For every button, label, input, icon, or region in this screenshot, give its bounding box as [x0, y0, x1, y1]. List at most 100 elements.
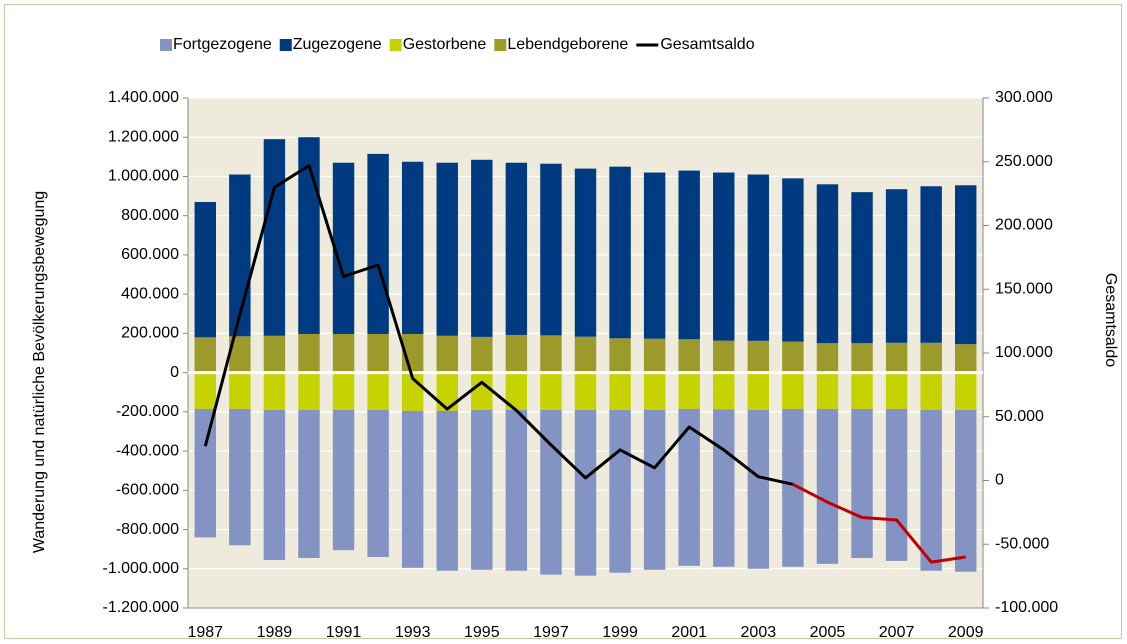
bar [678, 408, 700, 566]
bar [401, 410, 424, 568]
bar [609, 166, 631, 339]
bar [574, 168, 597, 337]
bar [678, 372, 700, 409]
y2-axis-label: Gesamtsaldo [1102, 273, 1119, 367]
bar [229, 372, 251, 409]
y2-tick-label: 250.000 [995, 153, 1053, 170]
bar [436, 162, 458, 336]
y-tick-label: -1.000.000 [102, 560, 179, 577]
bar [747, 409, 770, 569]
line [792, 482, 966, 564]
bar [574, 372, 597, 410]
bar [816, 184, 839, 344]
legend-label: Fortgezogene [173, 36, 272, 53]
bar [540, 163, 562, 336]
bar [782, 341, 804, 373]
bar [782, 178, 804, 342]
bar [643, 172, 666, 339]
bar [436, 335, 458, 373]
bar [782, 372, 804, 409]
bar [816, 372, 839, 409]
bar [713, 172, 735, 341]
bar [920, 372, 942, 410]
y-tick-label: 1.000.000 [108, 168, 179, 185]
bar [782, 408, 804, 567]
bar [298, 409, 320, 558]
x-tick-label: 1987 [187, 624, 223, 641]
bar [885, 408, 908, 561]
legend-swatch [389, 39, 402, 51]
legend-swatch [160, 39, 172, 51]
y-axis-label: Wanderung und natürliche Bevölkerungsbew… [31, 191, 48, 553]
y-tick-label: -600.000 [116, 482, 179, 499]
bar [332, 333, 355, 373]
bar [505, 162, 528, 335]
bar [471, 409, 493, 570]
y2-tick-label: 200.000 [995, 217, 1053, 234]
bar [505, 334, 528, 373]
bar [851, 408, 873, 558]
y-tick-label: 1.400.000 [108, 89, 179, 106]
bar [747, 372, 770, 410]
bar [920, 409, 942, 571]
bar [367, 153, 389, 334]
x-tick-label: 1993 [395, 624, 431, 641]
bar [367, 372, 389, 410]
y-tick-label: 200.000 [121, 325, 179, 342]
bar [609, 409, 631, 573]
bar [851, 192, 873, 344]
y2-tick-label: -50.000 [995, 535, 1049, 552]
y2-tick-label: 0 [995, 472, 1004, 489]
x-tick-label: 2005 [810, 624, 846, 641]
bar [643, 338, 666, 373]
bar [194, 372, 216, 409]
bar [678, 339, 700, 373]
bar [540, 409, 562, 575]
bar [332, 372, 355, 410]
bar [955, 344, 977, 373]
bar [194, 408, 216, 538]
bar [851, 343, 873, 373]
x-tick-label: 1989 [257, 624, 293, 641]
y-tick-label: -200.000 [116, 403, 179, 420]
bar [332, 162, 355, 334]
x-tick-label: 2003 [741, 624, 777, 641]
legend-label: Gesamtsaldo [660, 36, 754, 53]
y-tick-label: 800.000 [121, 207, 179, 224]
line [203, 164, 794, 486]
bar [367, 409, 389, 557]
y2-tick-label: 100.000 [995, 344, 1053, 361]
bar [263, 139, 286, 336]
bar [747, 174, 770, 341]
bar [367, 333, 389, 373]
legend-swatch [279, 39, 292, 51]
x-tick-label: 1997 [533, 624, 569, 641]
bar [263, 372, 286, 410]
bar [194, 337, 216, 373]
x-tick-label: 1995 [464, 624, 500, 641]
bar [436, 410, 458, 571]
bar [471, 159, 493, 337]
bar [678, 170, 700, 340]
legend-label: Gestorbene [403, 36, 487, 53]
bar [574, 409, 597, 576]
bar [505, 372, 528, 410]
bar [540, 335, 562, 373]
y-tick-label: 0 [170, 364, 179, 381]
y2-tick-label: 150.000 [995, 280, 1053, 297]
y2-tick-label: -100.000 [995, 599, 1058, 616]
bar [955, 185, 977, 345]
bar [298, 333, 320, 373]
bar [401, 161, 424, 334]
bar [505, 409, 528, 571]
bar [540, 372, 562, 410]
bar [955, 409, 977, 572]
bar [574, 336, 597, 373]
legend-swatch [494, 39, 507, 51]
bar [298, 372, 320, 410]
bar [229, 336, 251, 373]
y-tick-label: 600.000 [121, 246, 179, 263]
y2-tick-label: 300.000 [995, 89, 1053, 106]
bar [332, 409, 355, 551]
